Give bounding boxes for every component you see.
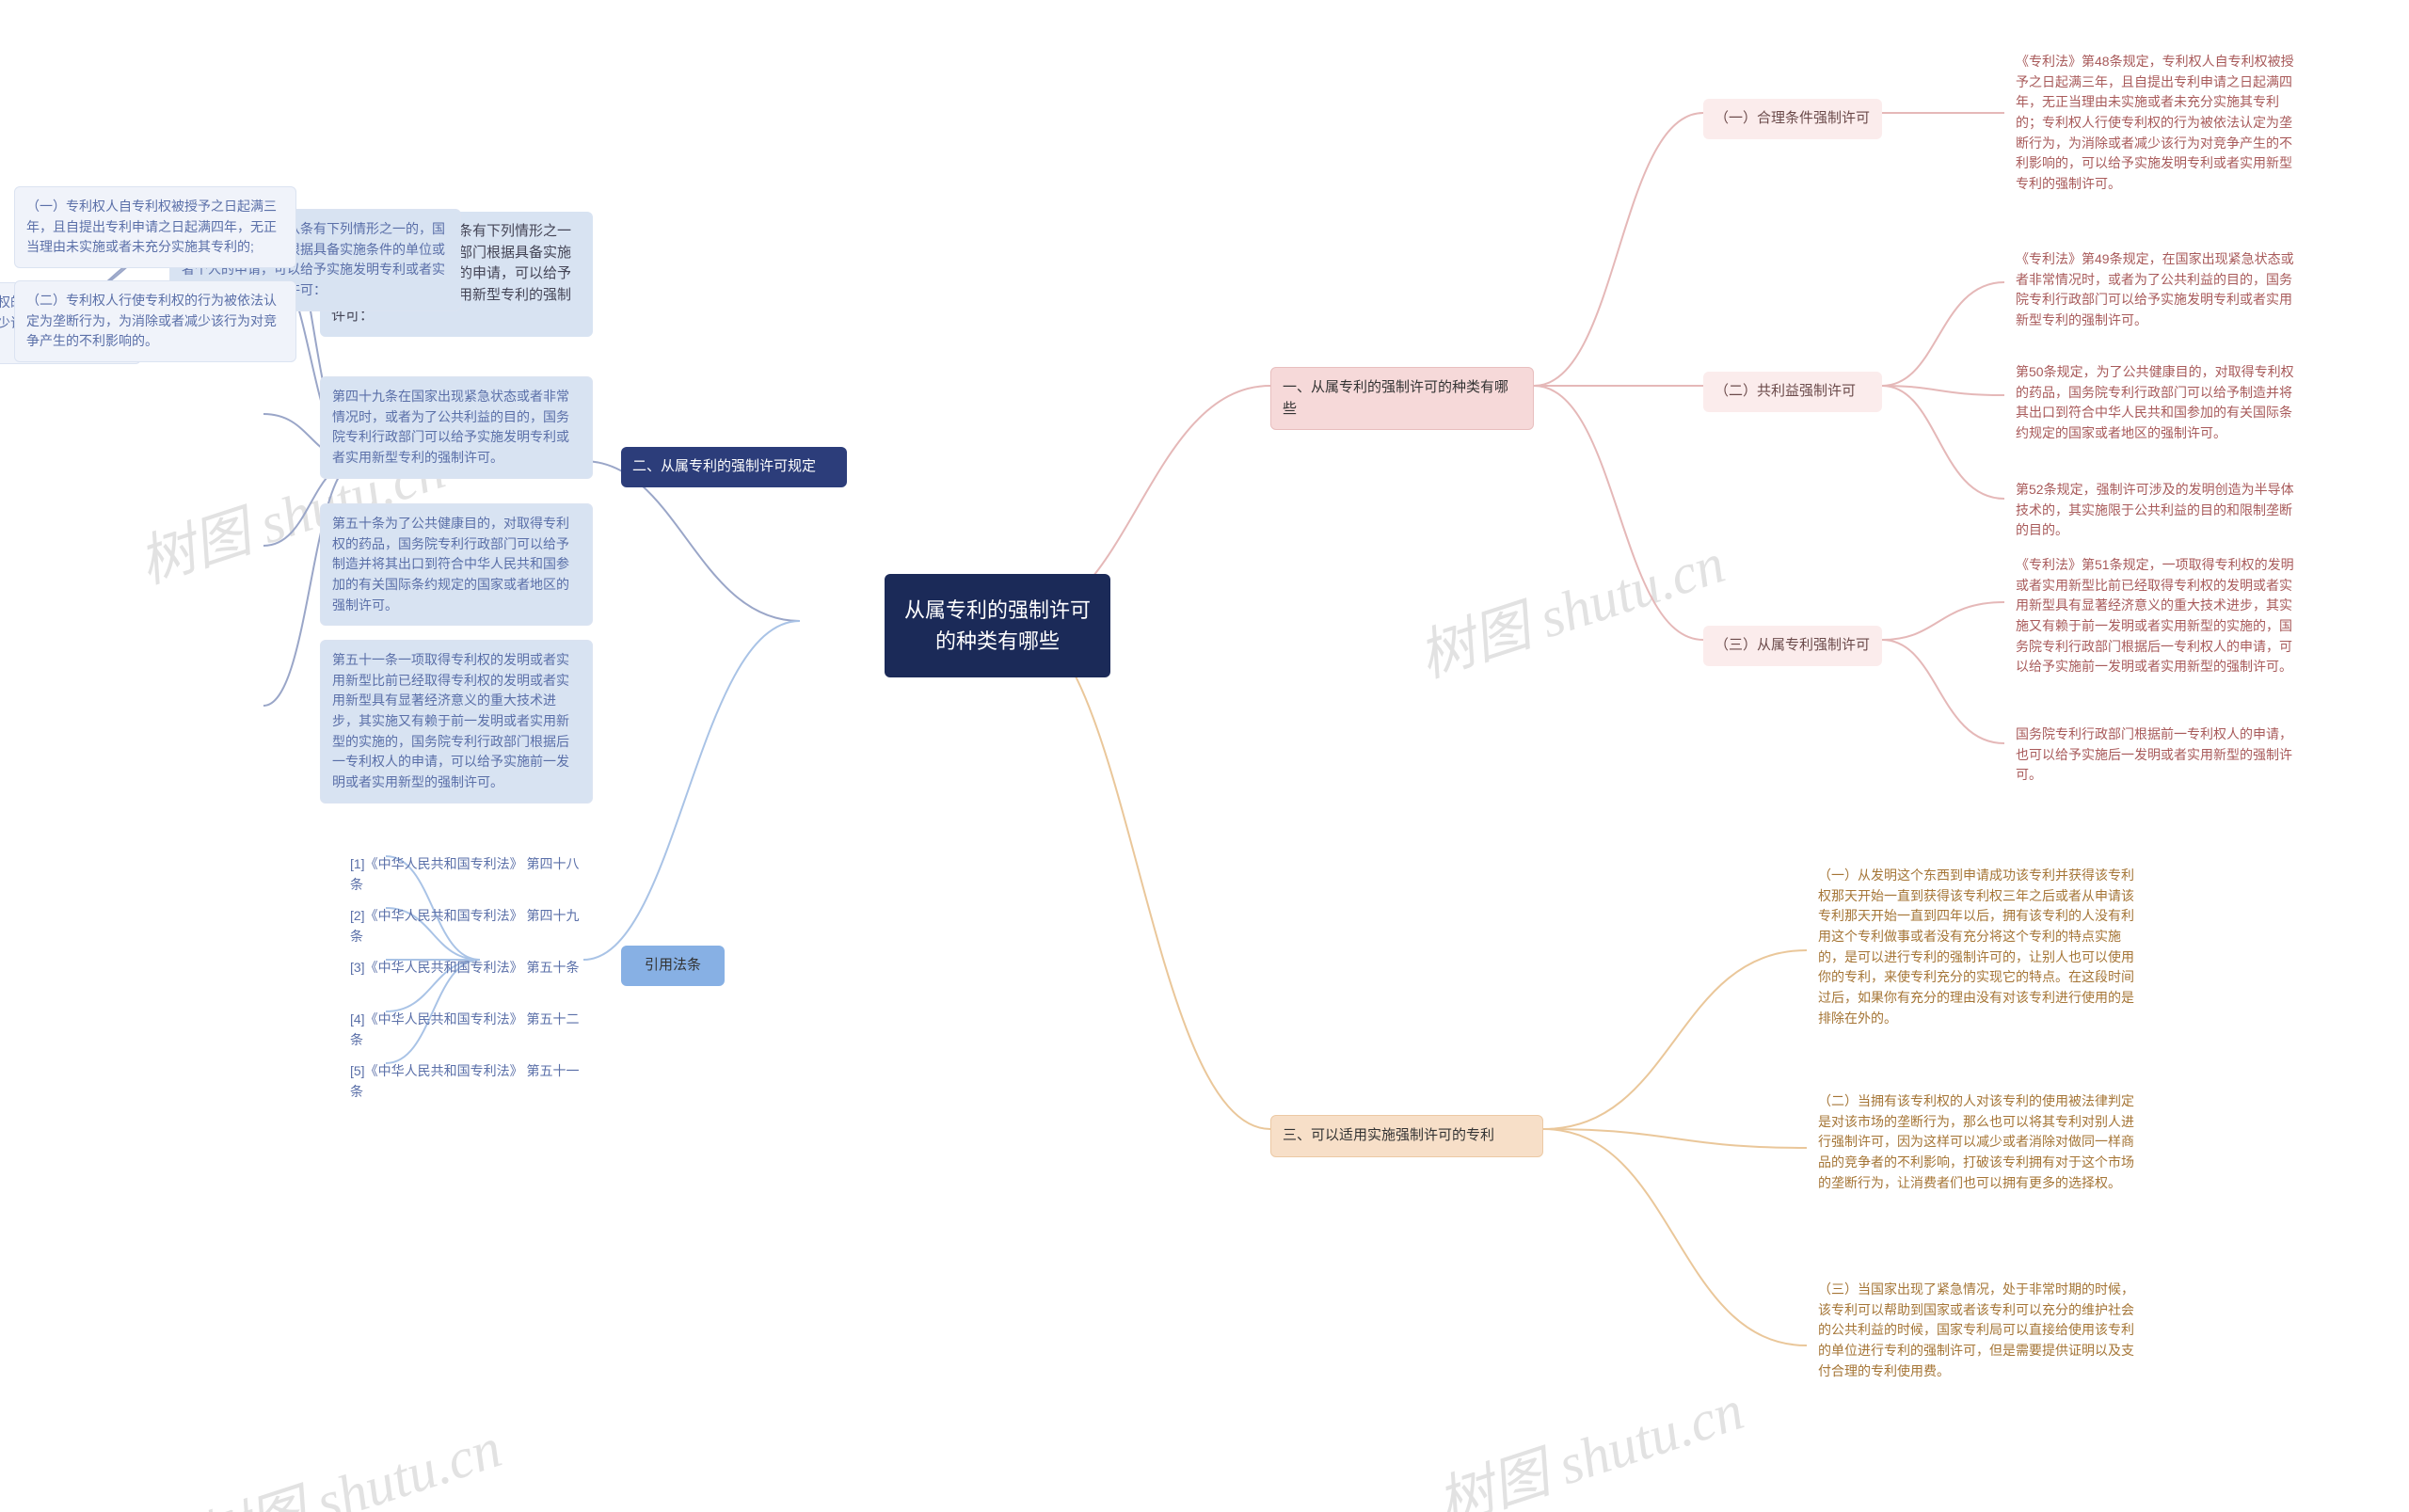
node-l1-c4: 第五十一条一项取得专利权的发明或者实用新型比前已经取得专利权的发明或者实用新型具… [320, 640, 593, 804]
leaf-r1-c3-1: 《专利法》第51条规定，一项取得专利权的发明或者实用新型比前已经取得专利权的发明… [2004, 546, 2315, 687]
leaf-r2-3: （三）当国家出现了紧急情况，处于非常时期的时候，该专利可以帮助到国家或者该专利可… [1807, 1270, 2146, 1391]
branch-regulations: 二、从属专利的强制许可规定 [621, 447, 847, 487]
citation-4: [4]《中华人民共和国专利法》 第五十二条 [339, 1000, 602, 1059]
node-r1-c2: （二）共利益强制许可 [1703, 372, 1882, 412]
node-r1-c3: （三）从属专利强制许可 [1703, 626, 1882, 666]
watermark: 树图 shutu.cn [1407, 517, 1733, 693]
branch-applicable: 三、可以适用实施强制许可的专利 [1270, 1115, 1543, 1157]
branch-citations: 引用法条 [621, 946, 725, 986]
leaf-r2-1: （一）从发明这个东西到申请成功该专利并获得该专利权那天开始一直到获得该专利权三年… [1807, 856, 2146, 1039]
leaf-r1-c2-3: 第52条规定，强制许可涉及的发明创造为半导体技术的，其实施限于公共利益的目的和限… [2004, 470, 2315, 550]
citation-2: [2]《中华人民共和国专利法》 第四十九条 [339, 897, 602, 956]
node-l1-c2: 第四十九条在国家出现紧急状态或者非常情况时，或者为了公共利益的目的，国务院专利行… [320, 376, 593, 479]
watermark: 树图 shutu.cn [1426, 1364, 1752, 1512]
leaf-r1-c2-1: 《专利法》第49条规定，在国家出现紧急状态或者非常情况时，或者为了公共利益的目的… [2004, 240, 2315, 341]
branch-types: 一、从属专利的强制许可的种类有哪些 [1270, 367, 1534, 430]
node-r1-c1: （一）合理条件强制许可 [1703, 99, 1882, 139]
leaf-r1-c2-2: 第50条规定，为了公共健康目的，对取得专利权的药品，国务院专利行政部门可以给予制… [2004, 353, 2315, 454]
leaf-r1-c3-2: 国务院专利行政部门根据前一专利权人的申请，也可以给予实施后一发明或者实用新型的强… [2004, 715, 2315, 795]
citation-5: [5]《中华人民共和国专利法》 第五十一条 [339, 1052, 602, 1111]
watermark: 树图 shutu.cn [183, 1402, 510, 1512]
article48-cond-1: （一）专利权人自专利权被授予之日起满三年，且自提出专利申请之日起满四年，无正当理… [14, 186, 296, 268]
node-l1-c3: 第五十条为了公共健康目的，对取得专利权的药品，国务院专利行政部门可以给予制造并将… [320, 503, 593, 626]
leaf-r1-c1-1: 《专利法》第48条规定，专利权人自专利权被授予之日起满三年，且自提出专利申请之日… [2004, 42, 2315, 204]
article48-cond-2: （二）专利权人行使专利权的行为被依法认定为垄断行为，为消除或者减少该行为对竞争产… [14, 280, 296, 362]
root-node: 从属专利的强制许可的种类有哪些 [885, 574, 1110, 677]
citation-3: [3]《中华人民共和国专利法》 第五十条 [339, 948, 602, 988]
citation-1: [1]《中华人民共和国专利法》 第四十八条 [339, 845, 602, 904]
leaf-r2-2: （二）当拥有该专利权的人对该专利的使用被法律判定是对该市场的垄断行为，那么也可以… [1807, 1082, 2146, 1202]
